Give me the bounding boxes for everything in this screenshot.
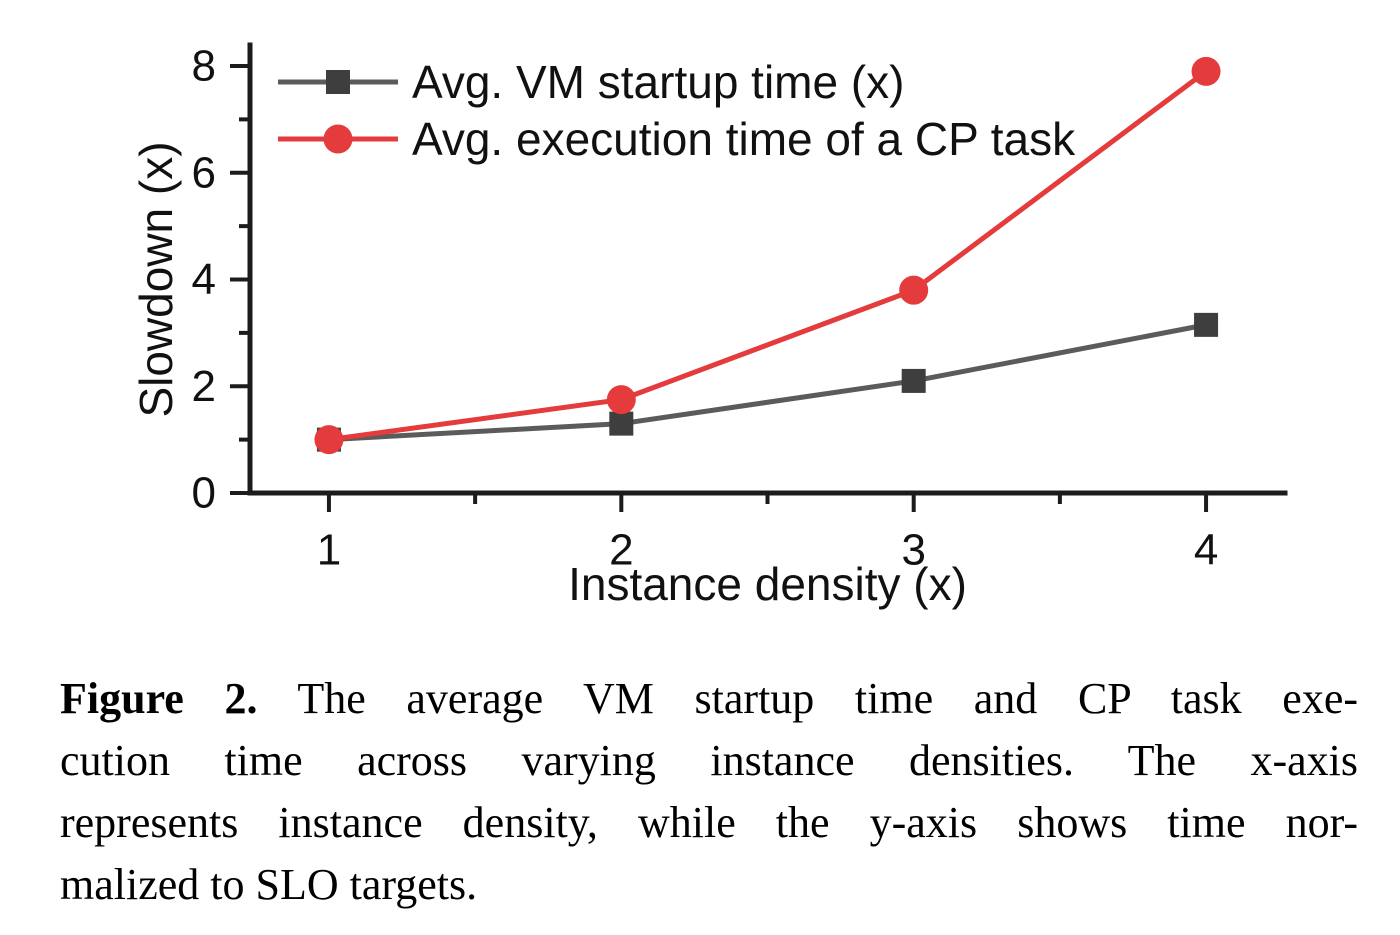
series-1-circle-marker: [606, 385, 636, 415]
series-1-circle-marker: [1191, 56, 1221, 86]
y-tick-label: 8: [192, 42, 216, 91]
x-tick-label: 3: [901, 526, 925, 575]
caption-line-3: represents instance density, while the y…: [60, 798, 1358, 847]
series-0-square-marker: [1194, 312, 1219, 337]
series-0-square-marker: [901, 368, 926, 393]
x-axis-title: Instance density (x): [568, 558, 967, 610]
legend-label: Avg. VM startup time (x): [412, 56, 905, 108]
y-tick-label: 2: [192, 362, 216, 411]
caption-line-4: malized to SLO targets.: [60, 860, 478, 909]
legend-item-0: Avg. VM startup time (x): [278, 56, 905, 108]
x-tick-label: 4: [1194, 526, 1218, 575]
y-axis-title: Slowdown (x): [130, 141, 182, 417]
legend-label: Avg. execution time of a CP task: [412, 113, 1076, 165]
series-0-square-marker: [609, 411, 634, 436]
figure-label: Figure 2.: [60, 674, 258, 723]
x-tick-label: 1: [317, 526, 341, 575]
caption-line-1-text: The average VM startup time and CP task …: [297, 674, 1358, 723]
slowdown-line-chart: 0 2 4 6 8 1 2 3 4 Instance density (x) Slowdown (x…: [130, 42, 1288, 610]
legend-square-marker: [326, 70, 350, 94]
legend-circle-marker: [323, 124, 353, 154]
series-line-0: [328, 322, 1207, 443]
y-tick-label: 6: [192, 148, 216, 197]
caption-line-1: Figure 2. The average VM startup time an…: [60, 668, 1358, 730]
y-tick-label: 4: [192, 255, 216, 304]
caption-line-2: cution time across varying instance dens…: [60, 736, 1358, 785]
figure-caption: Figure 2. The average VM startup time an…: [60, 668, 1358, 916]
series-1-circle-marker: [899, 275, 929, 305]
y-tick-label: 0: [192, 469, 216, 518]
series-1-circle-marker: [314, 425, 344, 455]
legend-item-1: Avg. execution time of a CP task: [278, 113, 1076, 165]
x-tick-label: 2: [609, 526, 633, 575]
series-line-1: [328, 69, 1208, 443]
